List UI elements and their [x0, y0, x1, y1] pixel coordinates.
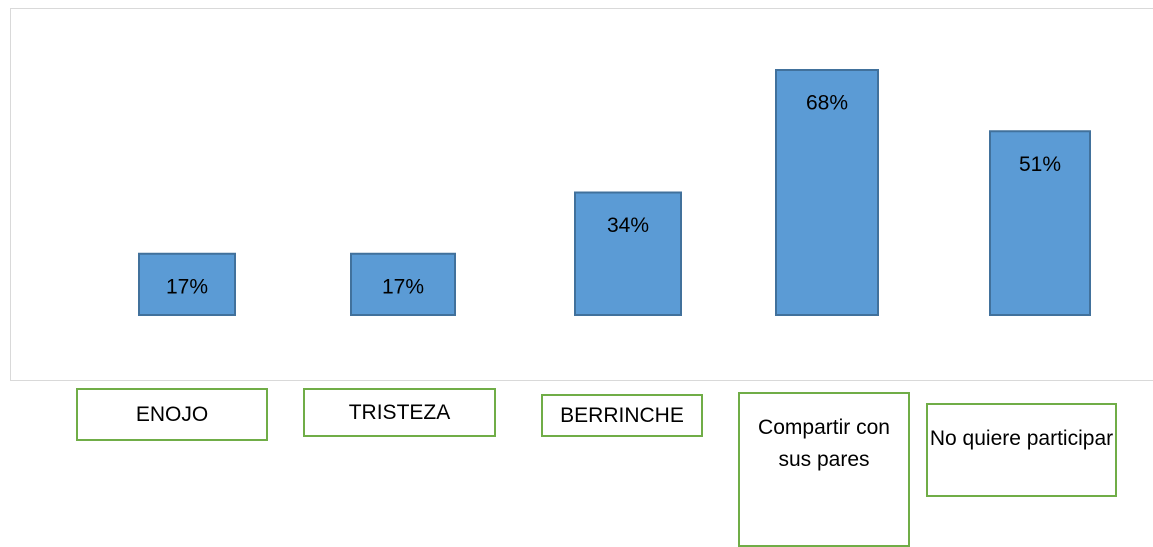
- data-label: 34%: [607, 214, 649, 237]
- data-label: 17%: [166, 275, 208, 298]
- category-label: Compartir con sus pares: [738, 392, 910, 547]
- category-label: ENOJO: [76, 388, 268, 441]
- category-label: BERRINCHE: [541, 394, 703, 437]
- bar: [138, 252, 236, 316]
- bar: [989, 130, 1091, 316]
- data-label: 51%: [1019, 153, 1061, 176]
- data-label: 68%: [806, 92, 848, 115]
- bar: [350, 252, 456, 316]
- bar: [574, 191, 682, 316]
- data-label: 17%: [382, 275, 424, 298]
- bar: [775, 69, 879, 316]
- category-label: No quiere participar: [926, 403, 1117, 497]
- category-label: TRISTEZA: [303, 388, 496, 437]
